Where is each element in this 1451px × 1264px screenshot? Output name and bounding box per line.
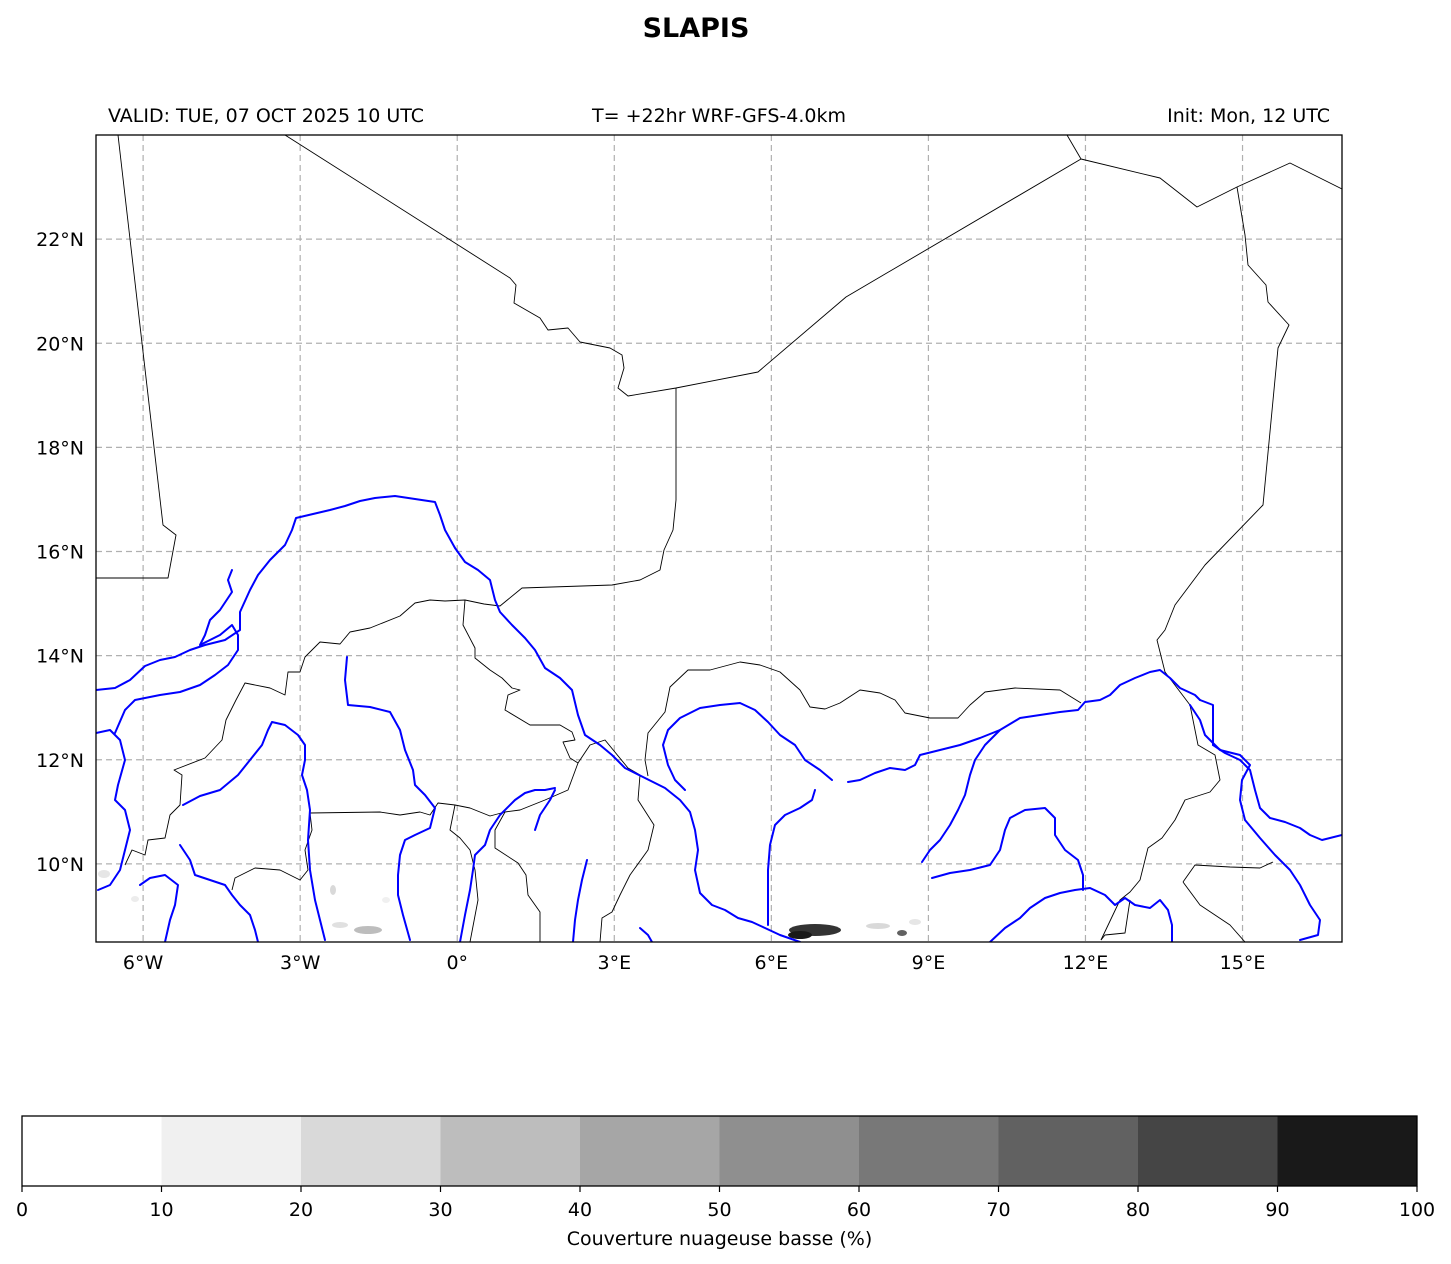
colorbar-tick-label: 40 bbox=[568, 1199, 592, 1221]
cloud-patch bbox=[866, 923, 890, 929]
river-benue bbox=[989, 887, 1173, 942]
lon-tick-label: 0° bbox=[446, 952, 468, 974]
lon-tick-label: 9°E bbox=[912, 952, 946, 974]
lon-tick-label: 6°E bbox=[755, 952, 789, 974]
border-libya-niger-chad bbox=[1080, 158, 1342, 208]
colorbar-tick-label: 0 bbox=[16, 1199, 28, 1221]
colorbar-tick-label: 10 bbox=[149, 1199, 173, 1221]
latitude-labels: 10°N 12°N 14°N 16°N 18°N 20°N 22°N bbox=[36, 229, 84, 876]
river-niger bbox=[96, 495, 801, 942]
lat-tick-label: 12°N bbox=[36, 750, 84, 772]
lat-tick-label: 10°N bbox=[36, 854, 84, 876]
colorbar-ticks: 0 10 20 30 40 50 60 70 80 90 100 bbox=[16, 1186, 1435, 1221]
valid-time-label: VALID: TUE, 07 OCT 2025 10 UTC bbox=[108, 105, 424, 127]
cloud-cover-field bbox=[98, 870, 921, 939]
lon-tick-label: 3°E bbox=[597, 952, 631, 974]
country-borders bbox=[96, 135, 1342, 942]
river-niger-branch bbox=[114, 569, 239, 734]
lat-tick-label: 14°N bbox=[36, 646, 84, 668]
cloud-patch bbox=[131, 896, 139, 902]
lat-tick-label: 22°N bbox=[36, 229, 84, 251]
border-ghana-togo bbox=[449, 804, 479, 942]
river-oti bbox=[459, 787, 556, 942]
colorbar-tick-label: 50 bbox=[707, 1199, 731, 1221]
colorbar-swatch bbox=[998, 1116, 1139, 1186]
border-algeria-mauritania bbox=[96, 135, 177, 579]
map-frame bbox=[95, 134, 1343, 943]
figure-title: SLAPIS bbox=[643, 13, 750, 44]
colorbar-swatch bbox=[440, 1116, 581, 1186]
colorbar-label: Couverture nuageuse basse (%) bbox=[567, 1228, 873, 1250]
border-chad-niger bbox=[1100, 186, 1290, 941]
longitude-labels: 6°W 3°W 0° 3°E 6°E 9°E 12°E 15°E bbox=[123, 952, 1265, 974]
border-cameroon-nigeria bbox=[1100, 899, 1131, 941]
river-bandama bbox=[139, 874, 179, 942]
colorbar-tick-label: 80 bbox=[1126, 1199, 1150, 1221]
cloud-patch bbox=[332, 922, 348, 928]
river-volta-white bbox=[344, 656, 436, 941]
colorbar-tick-label: 30 bbox=[428, 1199, 452, 1221]
colorbar-swatch bbox=[719, 1116, 860, 1186]
colorbar-swatch bbox=[1277, 1116, 1418, 1186]
lat-tick-label: 16°N bbox=[36, 542, 84, 564]
river-oti-2 bbox=[534, 789, 556, 831]
colorbar: 0 10 20 30 40 50 60 70 80 90 100 Couverture nuageu… bbox=[16, 1115, 1435, 1250]
border-algeria-mali-niger bbox=[284, 135, 1082, 397]
cloud-patch bbox=[98, 870, 110, 878]
river-yobe bbox=[921, 729, 1001, 863]
lat-tick-label: 18°N bbox=[36, 437, 84, 459]
map-area bbox=[95, 134, 1343, 943]
border-ghana-cotedivoire bbox=[231, 812, 313, 891]
border-niger-benin-burkina bbox=[462, 599, 641, 776]
cloud-patch bbox=[382, 897, 390, 903]
colorbar-swatches bbox=[22, 1116, 1418, 1186]
river-chari bbox=[1189, 704, 1321, 941]
cloud-patch bbox=[354, 926, 382, 934]
colorbar-tick-label: 70 bbox=[986, 1199, 1010, 1221]
cloud-patch bbox=[909, 919, 921, 925]
cloud-patch bbox=[788, 931, 812, 939]
border-car-cameroon bbox=[1182, 861, 1274, 942]
river-komadugu bbox=[847, 669, 1201, 783]
colorbar-swatch bbox=[22, 1116, 162, 1186]
border-benin-nigeria bbox=[599, 774, 655, 942]
border-benin-togo-burkina bbox=[309, 762, 579, 817]
border-niger-nigeria bbox=[644, 661, 1082, 777]
rivers bbox=[96, 495, 1342, 942]
colorbar-swatch bbox=[580, 1116, 720, 1186]
colorbar-swatch bbox=[1138, 1116, 1278, 1186]
model-label: T= +22hr WRF-GFS-4.0km bbox=[591, 105, 846, 127]
river-gongola bbox=[639, 927, 653, 942]
river-lake-link bbox=[1199, 699, 1214, 746]
lon-tick-label: 15°E bbox=[1220, 952, 1266, 974]
river-hadejia bbox=[931, 807, 1084, 891]
colorbar-tick-label: 100 bbox=[1399, 1199, 1435, 1221]
colorbar-tick-label: 20 bbox=[289, 1199, 313, 1221]
colorbar-swatch bbox=[161, 1116, 302, 1186]
border-togo bbox=[494, 811, 541, 942]
river-comoe bbox=[179, 844, 259, 942]
lon-tick-label: 12°E bbox=[1063, 952, 1109, 974]
colorbar-tick-label: 60 bbox=[847, 1199, 871, 1221]
colorbar-swatch bbox=[859, 1116, 999, 1186]
river-volta-black bbox=[182, 721, 326, 941]
river-bani bbox=[96, 729, 131, 891]
river-mono bbox=[572, 859, 588, 942]
river-kaduna bbox=[767, 789, 816, 926]
lon-tick-label: 6°W bbox=[123, 952, 164, 974]
cloud-patch bbox=[897, 930, 907, 936]
river-logone bbox=[1212, 744, 1342, 841]
cloud-patch bbox=[330, 885, 336, 895]
map-background bbox=[96, 135, 1342, 942]
colorbar-swatch bbox=[301, 1116, 441, 1186]
border-mali-niger bbox=[124, 388, 677, 866]
colorbar-tick-label: 90 bbox=[1265, 1199, 1289, 1221]
river-sokoto bbox=[662, 702, 833, 791]
lon-tick-label: 3°W bbox=[280, 952, 321, 974]
init-time-label: Init: Mon, 12 UTC bbox=[1167, 105, 1330, 127]
lat-tick-label: 20°N bbox=[36, 333, 84, 355]
